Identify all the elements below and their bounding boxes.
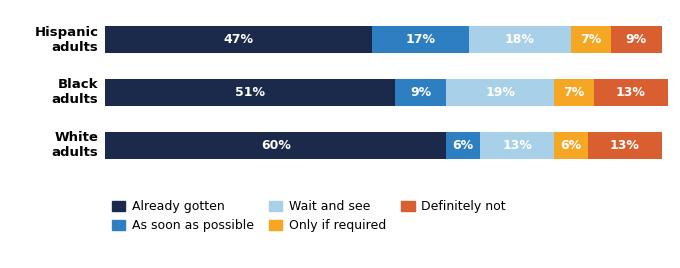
- Text: 6%: 6%: [453, 139, 474, 152]
- Text: 18%: 18%: [505, 33, 535, 46]
- Text: 7%: 7%: [580, 33, 602, 46]
- Bar: [588, 132, 662, 159]
- Text: 9%: 9%: [626, 33, 647, 46]
- Bar: [480, 132, 554, 159]
- Text: 60%: 60%: [261, 139, 290, 152]
- Text: 13%: 13%: [502, 139, 532, 152]
- Bar: [372, 26, 469, 53]
- Bar: [469, 26, 571, 53]
- Bar: [395, 79, 446, 106]
- Bar: [105, 132, 446, 159]
- Bar: [571, 26, 611, 53]
- Text: 13%: 13%: [615, 86, 645, 99]
- Text: 19%: 19%: [485, 86, 515, 99]
- Text: 13%: 13%: [610, 139, 640, 152]
- Text: 9%: 9%: [410, 86, 431, 99]
- Bar: [446, 132, 480, 159]
- Text: 51%: 51%: [235, 86, 265, 99]
- Text: 17%: 17%: [405, 33, 435, 46]
- Bar: [105, 26, 372, 53]
- Text: 47%: 47%: [224, 33, 254, 46]
- Bar: [446, 79, 554, 106]
- Bar: [554, 79, 594, 106]
- Bar: [611, 26, 662, 53]
- Text: 6%: 6%: [560, 139, 581, 152]
- Bar: [594, 79, 668, 106]
- Text: 7%: 7%: [563, 86, 585, 99]
- Bar: [105, 79, 395, 106]
- Bar: [554, 132, 588, 159]
- Legend: Already gotten, As soon as possible, Wait and see, Only if required, Definitely : Already gotten, As soon as possible, Wai…: [112, 200, 505, 232]
